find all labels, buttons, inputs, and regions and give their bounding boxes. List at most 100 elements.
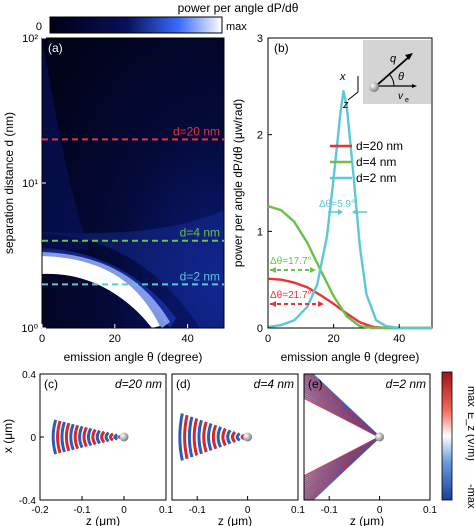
x-tick-label: -0.2 [31, 505, 49, 516]
wavefront [51, 419, 58, 455]
wavefront [197, 419, 203, 455]
inset-z: z [342, 99, 349, 111]
wavefront [104, 431, 110, 443]
wavefront [235, 432, 241, 442]
line-label-20nm: d=20 nm [173, 124, 220, 138]
x-tick-label: 0 [377, 505, 383, 516]
wavefront [226, 429, 232, 445]
panel-b-label: (b) [274, 41, 289, 55]
panel-a-label: (a) [48, 41, 63, 55]
x-tick-label: 20 [327, 333, 339, 345]
wavefront [78, 425, 84, 449]
wavefront [192, 418, 199, 456]
wavefront [56, 420, 62, 454]
annotation-d2: Δθ=5.9° [319, 199, 355, 210]
heatmap-left-glow [42, 38, 90, 250]
colorbar-top-max: max [226, 21, 247, 33]
panel-a-ylabel: separation distance d (nm) [2, 112, 16, 254]
panel-b-xlabel: emission angle θ (degree) [281, 350, 420, 364]
colorbar-right-title: E_z (V/m) [465, 412, 474, 461]
bottom-xlabel: z (μm) [86, 514, 120, 526]
electron-ball-icon [243, 432, 253, 442]
electron-ball-icon [375, 432, 385, 442]
inset-v-sub: e [405, 97, 409, 104]
colorbar-right-max: max [465, 386, 474, 407]
legend-label-0: d=20 nm [356, 139, 403, 153]
wavefront [207, 423, 213, 451]
wavefront [113, 433, 119, 441]
wavefront [211, 424, 218, 450]
wavefront [187, 416, 194, 458]
wavefront [69, 423, 75, 451]
bottom-panel-d: (d) d=4 nm -0.1 0 0.1 z (μm) [171, 373, 305, 526]
panel-frame [171, 373, 299, 501]
panel-title: d=4 nm [254, 377, 294, 391]
electron-ball-icon [119, 432, 129, 442]
wavefront [202, 421, 208, 453]
x-tick-label: 0 [265, 333, 271, 345]
colorbar-top: power per angle dP/dθ 0 max [36, 1, 299, 34]
inset-theta: θ [398, 71, 404, 83]
wavefront [109, 432, 114, 442]
y-tick-label: 10⁰ [21, 323, 38, 335]
x-tick-label: -0.1 [73, 505, 91, 516]
wavefront [230, 430, 237, 444]
wavefront [91, 428, 97, 446]
cone-ray [311, 436, 381, 500]
panel-b-legend: d=20 nm d=4 nm d=2 nm [330, 139, 403, 185]
legend-label-2: d=2 nm [356, 171, 396, 185]
y-tick-label: 10¹ [22, 178, 38, 190]
colorbar-top-title: power per angle dP/dθ [178, 1, 299, 15]
panel-title: d=2 nm [386, 377, 426, 391]
x-tick-label: -0.1 [321, 505, 339, 516]
panel-b-ylabel: power per angle dP/dθ (μw/rad) [231, 99, 245, 267]
colorbar-top-min: 0 [36, 21, 42, 33]
y-tick-label: 3 [257, 33, 263, 45]
y-tick-label: 0.4 [22, 370, 36, 381]
panel-b-annotations: Δθ=5.9° Δθ=17.7° Δθ=21.7° [270, 199, 367, 307]
x-tick-label: 0.1 [159, 505, 173, 516]
x-tick-label: 0 [245, 505, 251, 516]
panel-title: d=20 nm [115, 377, 162, 391]
y-tick-label: 1 [257, 226, 263, 238]
wavefront [82, 426, 88, 448]
x-tick-label: 0.1 [423, 505, 437, 516]
wavefront [73, 424, 80, 450]
panel-label: (c) [44, 377, 58, 391]
colorbar-right-min: -max [465, 484, 474, 509]
inset-v: v [398, 91, 404, 102]
x-tick-label: 20 [109, 333, 121, 345]
x-tick-label: 40 [181, 333, 193, 345]
inset-q: q [390, 53, 397, 65]
y-tick-label: 10² [22, 33, 38, 45]
wavefront [216, 426, 222, 448]
heatmap-ridge-core [42, 256, 160, 328]
wavefront [86, 427, 93, 447]
panel-a-xlabel: emission angle θ (degree) [64, 350, 203, 364]
bottom-xlabel: z (μm) [350, 514, 384, 526]
x-tick-label: 0 [121, 505, 127, 516]
y-tick-label: 2 [257, 130, 263, 142]
y-tick-label: 0 [257, 323, 263, 335]
annotation-d20: Δθ=21.7° [270, 290, 312, 301]
bottom-panel-e: (e) d=2 nm -0.1 0 0.1 z (μm) [303, 373, 437, 526]
line-label-4nm: d=4 nm [180, 226, 220, 240]
inset-x: x [339, 71, 346, 83]
annotation-d4: Δθ=17.7° [270, 256, 312, 267]
wavefront [221, 427, 227, 447]
bottom-panels: (c) d=20 nm -0.2 -0.1 0 0.1 z (μm) 0.4 0 -0.4 (d) d… [19, 370, 438, 526]
series-line-2 [267, 90, 432, 330]
x-tick-label: -0.1 [189, 505, 207, 516]
panel-frame [303, 373, 431, 501]
bottom-ylabel: x (μm) [1, 419, 15, 453]
panel-b-inset: q θ v e x z [339, 40, 431, 111]
electron-ball-icon [369, 82, 379, 92]
wavefront [64, 422, 71, 452]
colorbar-right: max -max E_z (V/m) [441, 371, 474, 509]
wavefront [60, 421, 66, 453]
legend-label-1: d=4 nm [356, 155, 396, 169]
wavefront [95, 429, 101, 445]
panel-a: (a) d=20 nm d=4 nm d=2 nm 0 20 40 10² 10¹ 10⁰ e… [2, 33, 225, 364]
x-tick-label: 40 [393, 333, 405, 345]
